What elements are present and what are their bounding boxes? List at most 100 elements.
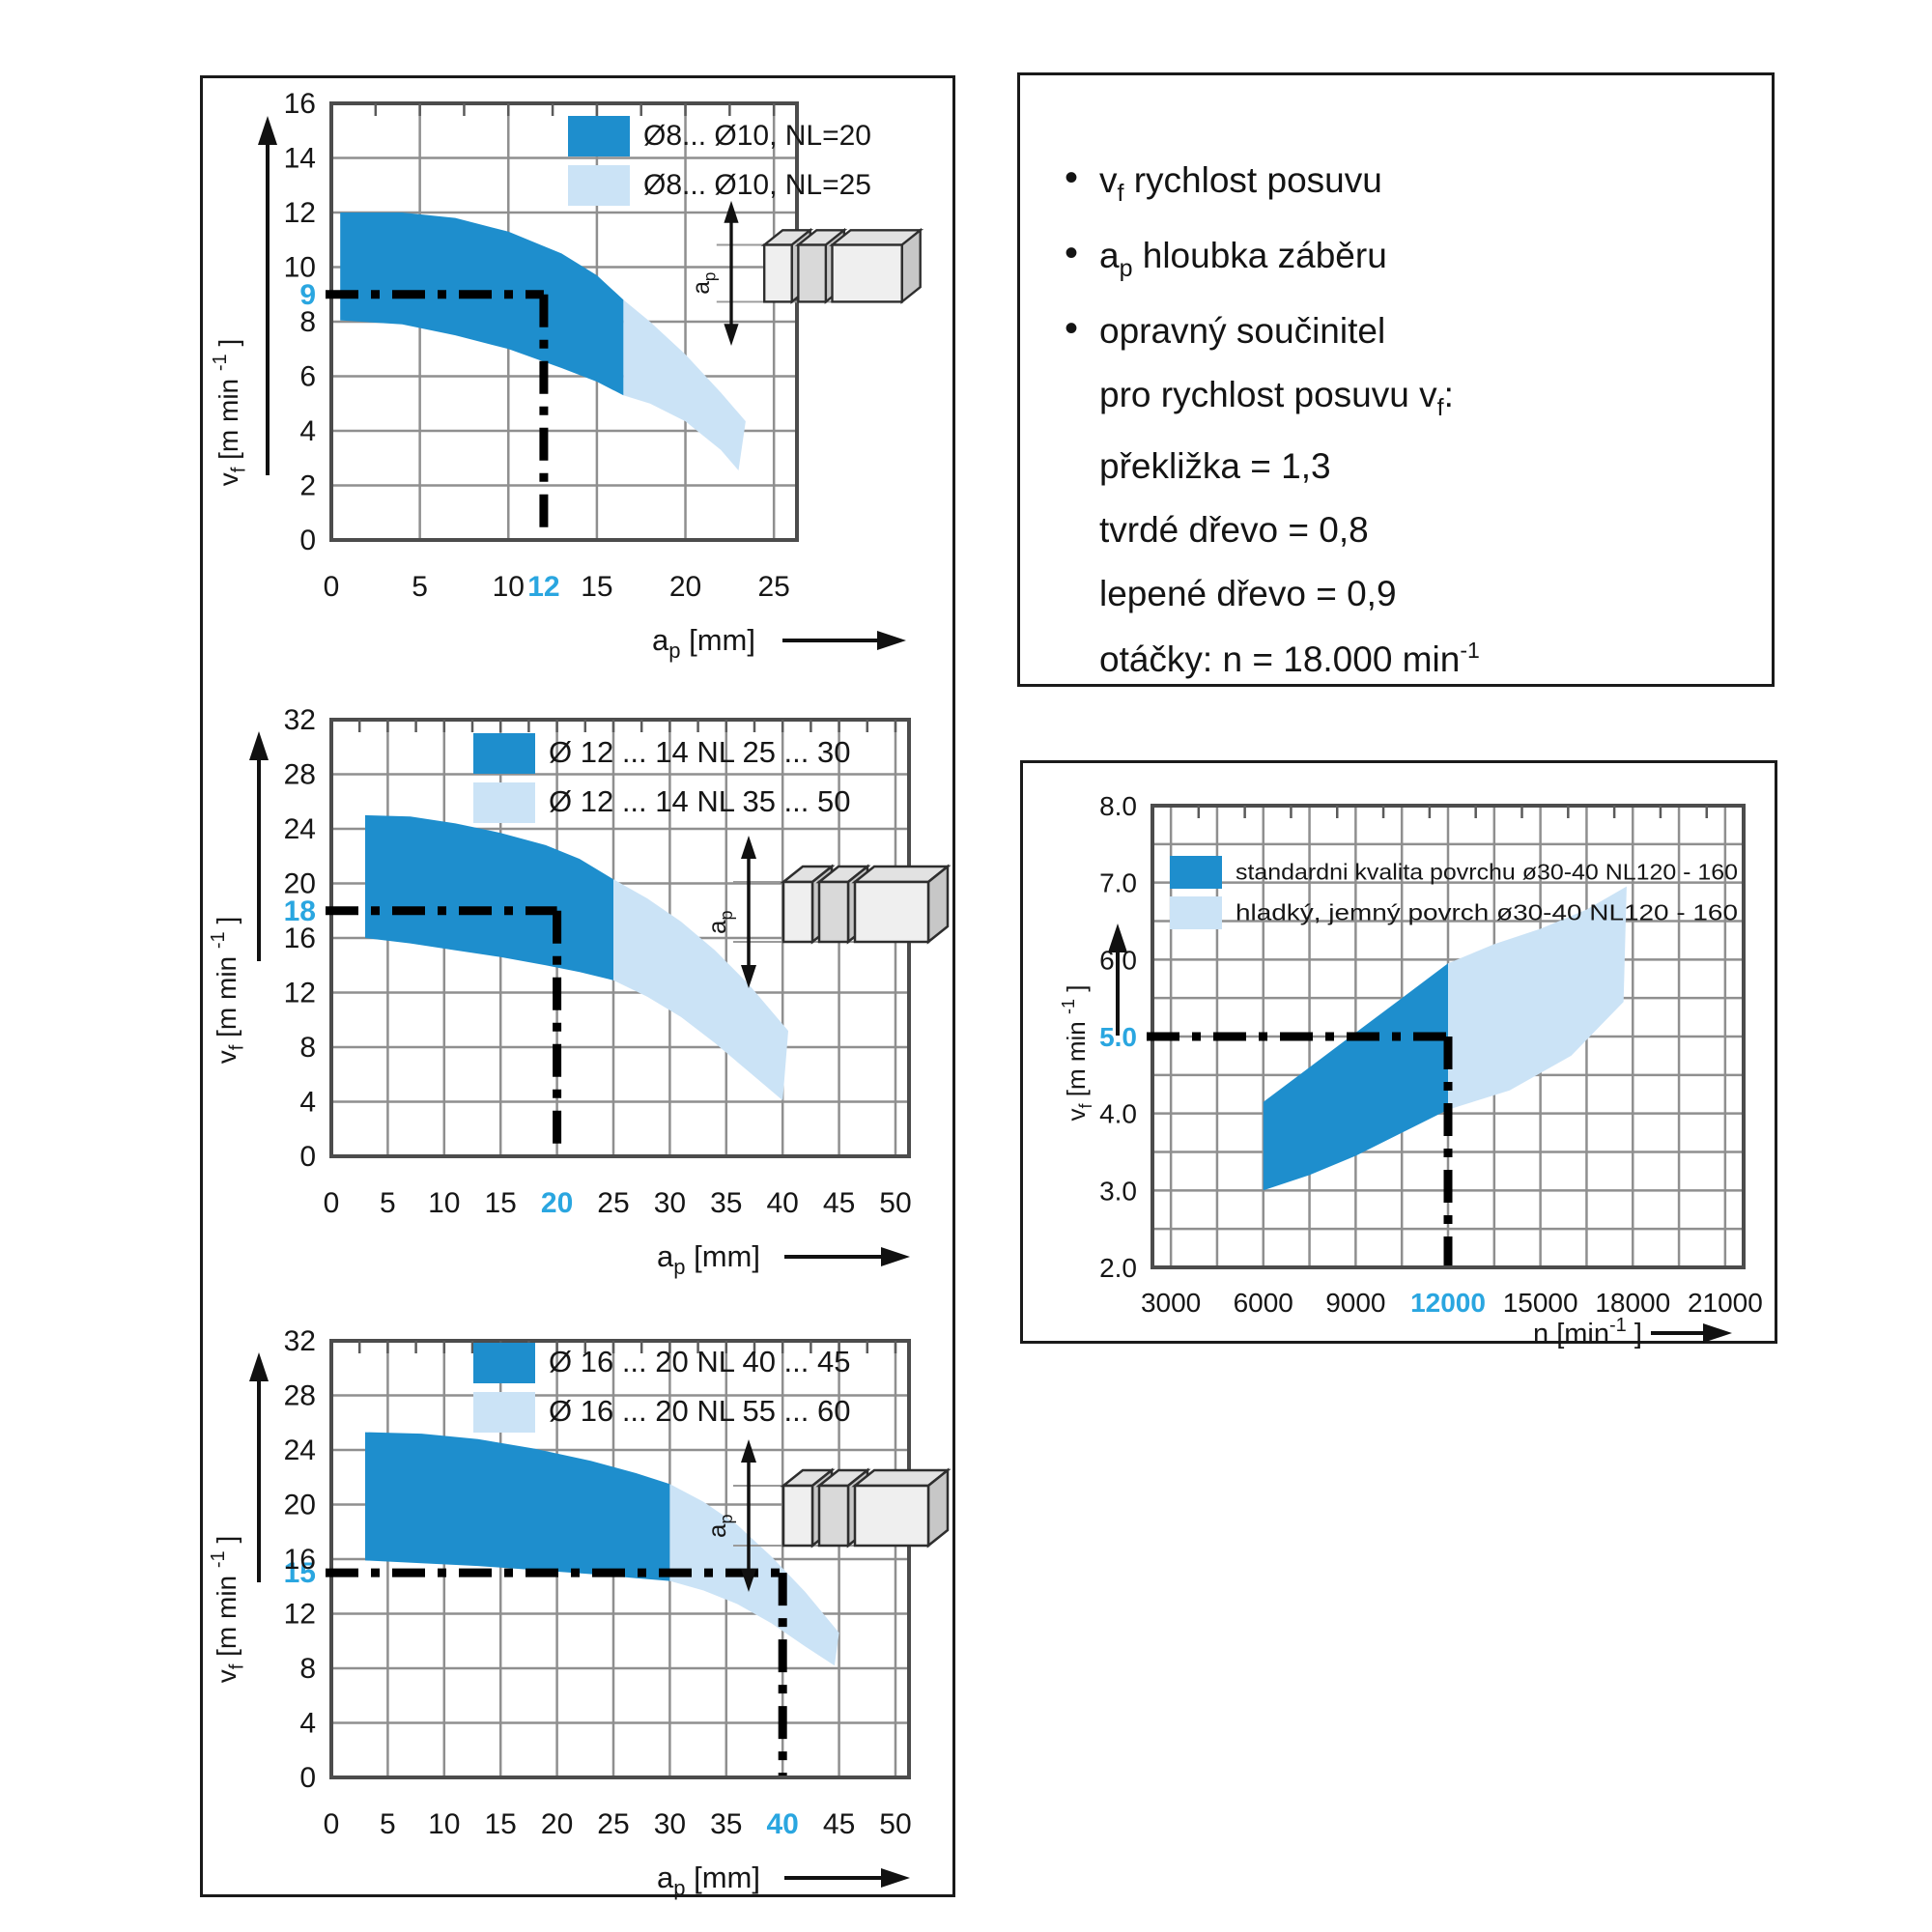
c3-x-tick: 5 [380, 1808, 396, 1840]
ap-icon-label: ap [689, 272, 719, 295]
c4-y-tick: 8.0 [1099, 791, 1137, 821]
c1-legend-swatch-dark [568, 116, 630, 156]
c3-y-axis-arrow-icon [249, 1352, 269, 1582]
c4-x-tick: 6000 [1234, 1288, 1293, 1318]
bullet-icon: • [1065, 156, 1079, 199]
c1-top-ticks [374, 103, 776, 116]
c4-operating-lines [1147, 1032, 1453, 1265]
c4-x-axis-arrow-icon [1651, 1323, 1732, 1343]
note-line: překližka = 1,3 [1065, 448, 1743, 484]
c3-x-tick: 15 [485, 1808, 517, 1840]
c4-y-axis-arrow-icon [1108, 923, 1127, 1036]
c3-x-tick: 50 [879, 1808, 911, 1840]
c1-y-tick: 8 [299, 306, 316, 338]
notes-list: • vf rychlost posuvu • ap hloubka záběru • op… [1020, 75, 1772, 677]
note-text: f [1117, 180, 1124, 207]
note-line: • ap hloubka záběru [1065, 234, 1743, 281]
c2-x-tick: 40 [767, 1187, 799, 1219]
c3-y-tick: 16 [284, 1544, 316, 1576]
wood-blocks-ap-icon: ap [702, 1439, 952, 1592]
c2-y-tick: 24 [284, 813, 316, 845]
c1-x-tick-labels: 0 5 10 12 15 20 25 [324, 571, 790, 603]
c3-legend: Ø 16 ... 20 NL 40 ... 45 Ø 16 ... 20 NL 5… [473, 1343, 850, 1433]
note-line: lepené dřevo = 0,9 [1065, 576, 1743, 611]
c2-x-tick: 20 [541, 1187, 573, 1219]
c1-y-tick: 6 [299, 361, 316, 393]
c4-legend-label: standardni kvalita povrchu ø30-40 NL120 … [1236, 859, 1738, 884]
c1-plot-border [329, 101, 799, 542]
c1-x-tick: 20 [669, 571, 701, 603]
c4-x-tick: 9000 [1325, 1288, 1385, 1318]
c4-y-axis-label-text: vf [m min -1 ] [1059, 985, 1095, 1122]
note-text: otáčky: n = 18.000 min [1099, 639, 1461, 679]
c1-y-tick: 0 [299, 525, 316, 556]
c1-legend-label: Ø8... Ø10, NL=25 [643, 169, 871, 201]
c3-legend-label: Ø 16 ... 20 NL 40 ... 45 [549, 1345, 850, 1378]
c3-top-ticks [357, 1341, 897, 1353]
c2-x-tick: 15 [485, 1187, 517, 1219]
c3-x-tick: 45 [823, 1808, 855, 1840]
c3-x-tick-labels: 0 5 10 15 20 25 30 35 40 45 50 [324, 1808, 912, 1840]
note-text: lepené dřevo = 0,9 [1099, 574, 1397, 613]
note-text: f [1436, 394, 1444, 421]
ap-icon-label: ap [702, 911, 736, 934]
c2-legend-swatch-light [473, 782, 535, 823]
c2-x-tick-labels: 0 5 10 15 20 25 30 35 40 45 50 [324, 1187, 912, 1219]
c4-y-tick: 3.0 [1099, 1176, 1137, 1206]
c2-x-tick: 50 [879, 1187, 911, 1219]
c3-x-tick: 25 [597, 1808, 629, 1840]
c2-y-tick: 8 [299, 1032, 316, 1064]
c3-y-tick: 32 [284, 1325, 316, 1357]
c4-band-light [1448, 886, 1627, 1110]
c4-y-tick: 7.0 [1099, 868, 1137, 898]
c2-band-light [613, 879, 788, 1101]
c1-x-axis-arrow-icon [782, 631, 906, 650]
c4-y-tick: 2.0 [1099, 1253, 1137, 1283]
c2-x-tick: 0 [324, 1187, 340, 1219]
note-text: překližka = 1,3 [1099, 446, 1331, 486]
note-text: rychlost posuvu [1123, 160, 1382, 200]
ap-icon-label: ap [702, 1515, 736, 1538]
c4-x-axis-label: n [min-1 ] [1533, 1315, 1642, 1350]
note-text: : [1443, 375, 1454, 414]
note-line: • opravný součinitel [1065, 309, 1743, 349]
c4-legend: standardni kvalita povrchu ø30-40 NL120 … [1170, 856, 1738, 929]
c2-x-tick: 25 [597, 1187, 629, 1219]
c1-y-axis-arrow-icon [258, 116, 277, 475]
c2-y-tick: 20 [284, 868, 316, 900]
c4-x-tick: 3000 [1141, 1288, 1201, 1318]
note-text: p [1119, 255, 1133, 282]
left-charts-panel [200, 75, 955, 1897]
c2-x-tick: 30 [654, 1187, 686, 1219]
c1-legend-swatch-light [568, 165, 630, 206]
c2-top-ticks [357, 720, 897, 732]
c1-x-tick: 0 [324, 571, 340, 603]
chart-4-feed-vs-rpm-svg: standardni kvalita povrchu ø30-40 NL120 … [1059, 791, 1763, 1350]
c1-y-tick: 14 [284, 143, 316, 175]
c3-operating-lines [326, 1568, 787, 1776]
c2-y-axis-label: vf [m min -1 ] [208, 917, 247, 1064]
c4-band-dark [1263, 963, 1448, 1191]
c2-operating-lines [326, 906, 562, 1154]
c3-y-tick: 24 [284, 1435, 316, 1466]
c2-y-axis-label-text: vf [m min -1 ] [208, 917, 247, 1064]
notes-panel: • vf rychlost posuvu • ap hloubka záběru • op… [1017, 72, 1775, 687]
c2-y-tick: 0 [299, 1141, 316, 1173]
c3-band-dark [365, 1432, 670, 1581]
c3-y-tick: 20 [284, 1490, 316, 1521]
chart-3-feed-vs-depth-svg: Ø 16 ... 20 NL 40 ... 45 Ø 16 ... 20 NL 5… [208, 1325, 952, 1900]
wood-blocks-ap-icon: ap [702, 836, 952, 988]
c2-x-tick: 10 [428, 1187, 460, 1219]
c3-x-tick: 30 [654, 1808, 686, 1840]
c2-legend-label: Ø 12 ... 14 NL 35 ... 50 [549, 784, 850, 818]
c1-band-light [623, 299, 746, 470]
c3-y-tick: 12 [284, 1599, 316, 1631]
note-text: pro rychlost posuvu v [1099, 375, 1437, 414]
c2-x-axis-arrow-icon [784, 1247, 910, 1266]
c2-legend: Ø 12 ... 14 NL 25 ... 30 Ø 12 ... 14 NL 3… [473, 733, 850, 823]
